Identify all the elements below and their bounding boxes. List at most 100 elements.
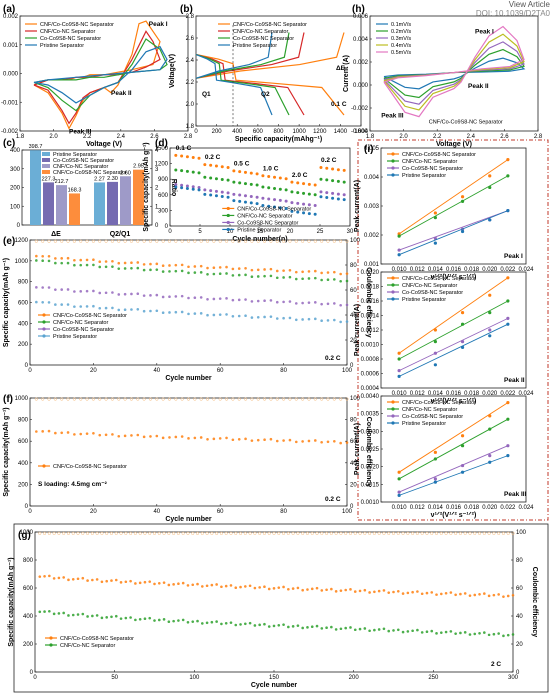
panel-e-capacity-point xyxy=(155,268,159,271)
panel-i-2-legend-marker xyxy=(391,297,395,301)
panel-e-capacity-point xyxy=(123,261,127,265)
panel-f-efficiency-point xyxy=(269,397,273,401)
panel-i-2-point xyxy=(460,322,465,326)
panel-d-point xyxy=(261,204,265,208)
panel-e-capacity-point xyxy=(60,261,63,265)
panel-i-3-point xyxy=(433,450,437,454)
panel-d-point xyxy=(238,199,242,203)
panel-g-xtick-label: 150 xyxy=(269,675,280,681)
panel-e-capacity-point xyxy=(333,270,336,274)
panel-d-ytick-label: 1500 xyxy=(155,146,169,152)
panel-e-capacity-point xyxy=(218,297,222,300)
panel-i-2-xtick-label: 0.018 xyxy=(464,391,480,397)
panel-g-frame xyxy=(34,531,514,673)
panel-c-ylabel-right: Ratio xyxy=(170,179,177,197)
panel-g-efficiency-point xyxy=(372,531,376,535)
panel-d-point xyxy=(180,169,184,173)
panel-e-capacity-point xyxy=(180,294,184,298)
panel-e-efficiency-point xyxy=(79,239,83,243)
panel-g-capacity-point xyxy=(253,586,257,590)
panel-c-ytick-label: 200 xyxy=(10,186,21,192)
panel-f-capacity-point xyxy=(294,440,298,444)
panel-g-capacity-point xyxy=(459,631,462,635)
panel-g-capacity-point xyxy=(220,585,223,589)
panel-e-capacity-point xyxy=(345,303,349,307)
panel-i-2-xtick-label: 0.022 xyxy=(500,391,516,397)
panel-g-capacity-point xyxy=(497,632,500,635)
panel-d-point xyxy=(284,177,288,181)
panel-g-capacity-point xyxy=(124,580,128,584)
panel-e-ytick-label: 60 xyxy=(350,288,357,294)
panel-e-capacity-point xyxy=(301,270,304,274)
panel-e-capacity-point xyxy=(92,258,95,262)
panel-g-efficiency-point xyxy=(430,531,434,535)
panel-g-capacity-point xyxy=(258,586,261,589)
panel-d-point xyxy=(214,189,218,193)
panel-g-capacity-point xyxy=(62,576,65,579)
panel-f-efficiency-point xyxy=(256,397,260,401)
panel-f-efficiency-point xyxy=(60,397,64,401)
panel-i-1-point xyxy=(460,199,465,203)
panel-e-efficiency-point xyxy=(282,239,286,243)
panel-g-capacity-point xyxy=(38,575,42,578)
panel-e-capacity-point xyxy=(168,295,171,298)
panel-f-ytick-label: 400 xyxy=(18,461,29,467)
panel-e-efficiency-point xyxy=(339,239,343,243)
panel-d-point xyxy=(261,196,265,200)
panel-i-3-ytick-label: 0.0015 xyxy=(361,482,380,488)
panel-g-efficiency-point xyxy=(482,531,486,535)
panel-e-capacity-point xyxy=(225,272,228,275)
panel-e-capacity-point xyxy=(92,263,95,267)
panel-i-2-legend-label: Pristine Separator xyxy=(402,297,446,303)
panel-f-ytick-label: 600 xyxy=(18,439,29,445)
panel-d-legend-marker xyxy=(226,227,230,232)
panel-g-efficiency-point xyxy=(415,531,419,535)
panel-g-efficiency-point xyxy=(43,531,47,535)
panel-g-xtick-label: 200 xyxy=(349,675,360,681)
panel-e-efficiency-point xyxy=(193,239,197,243)
panel-c-bar xyxy=(69,193,80,225)
panel-i-1-point xyxy=(506,158,510,162)
panel-i-3-ytick-label: 0.0035 xyxy=(361,412,380,418)
panel-d-point xyxy=(174,168,178,172)
panel-e-capacity-point xyxy=(149,262,152,266)
article-header: View Article DOI: 10.1039/D2TA0 xyxy=(476,0,550,18)
panel-e-capacity-point xyxy=(92,304,95,308)
panel-f-efficiency-point xyxy=(186,397,191,401)
panel-e-label: (e) xyxy=(3,236,15,247)
panel-g-efficiency-point xyxy=(348,531,353,535)
panel-g-efficiency-point xyxy=(191,531,195,535)
panel-e-efficiency-point xyxy=(275,239,279,243)
panel-g-efficiency-point xyxy=(301,531,305,535)
panel-e-capacity-point xyxy=(326,271,330,274)
panel-g-capacity-point xyxy=(91,614,94,618)
panel-g-efficiency-point xyxy=(234,531,238,535)
panel-e-capacity-point xyxy=(117,293,121,296)
panel-i-1-point xyxy=(433,211,437,215)
panel-d-point xyxy=(342,193,346,197)
panel-g-capacity-point xyxy=(57,576,61,580)
panel-d-point xyxy=(214,164,218,168)
panel-e-capacity-point xyxy=(79,290,83,293)
panel-h-xtick-label: 2.0 xyxy=(399,134,408,140)
view-article-link[interactable]: View Article xyxy=(508,0,550,9)
panel-d-point xyxy=(232,199,236,203)
panel-e-efficiency-point xyxy=(161,239,165,243)
panel-e-capacity-point xyxy=(275,269,279,273)
panel-h-annotation: Peak III xyxy=(381,113,404,120)
panel-g-efficiency-point xyxy=(458,531,462,535)
panel-i-2-ytick-label: 0.0020 xyxy=(361,270,380,276)
panel-f-legend-marker xyxy=(42,464,46,468)
panel-i-2-point xyxy=(397,357,401,361)
panel-g-capacity-point xyxy=(506,633,510,637)
panel-f-capacity-point xyxy=(104,433,108,437)
panel-c-ytick-label: 1 xyxy=(155,204,159,210)
panel-d-point xyxy=(278,176,282,180)
panel-d-point xyxy=(273,186,277,190)
panel-a-ytick-label: 0.000 xyxy=(3,72,19,78)
panel-g-efficiency-point xyxy=(95,531,99,535)
panel-g-capacity-point xyxy=(105,579,108,583)
panel-e-capacity-point xyxy=(282,316,285,320)
panel-e-capacity-point xyxy=(98,306,102,310)
panel-d-point xyxy=(296,181,300,185)
